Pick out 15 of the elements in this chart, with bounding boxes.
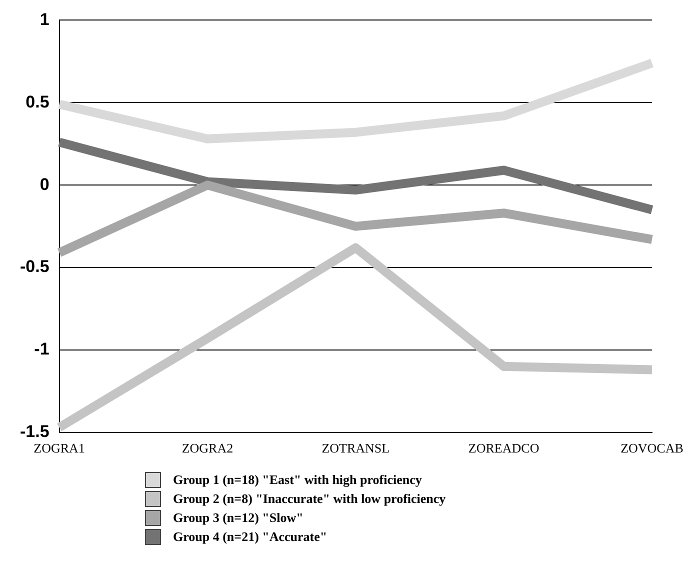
legend-label: Group 2 (n=8) "Inaccurate" with low proficiency (173, 490, 446, 506)
y-tick-label: 0 (40, 174, 50, 194)
y-tick-label: 1 (40, 10, 50, 29)
x-tick-label: ZOGRA1 (34, 440, 85, 456)
legend-label: Group 4 (n=21) "Accurate" (173, 528, 328, 544)
x-tick-label: ZOTRANSL (322, 440, 390, 456)
y-tick-label: -1 (34, 340, 50, 359)
legend-label: Group 3 (n=12) "Slow" (173, 510, 304, 526)
y-tick-label: -1.5 (20, 422, 50, 442)
y-tick-label: 0.5 (26, 92, 50, 112)
x-tick-label: ZOGRA2 (182, 440, 234, 456)
y-tick-label: -0.5 (20, 257, 50, 276)
x-tick-label: ZOVOCAB (620, 440, 684, 456)
x-tick-label: ZOREADCO (468, 440, 540, 456)
legend-label: Group 1 (n=18) "East" with high proficiency (173, 472, 422, 488)
